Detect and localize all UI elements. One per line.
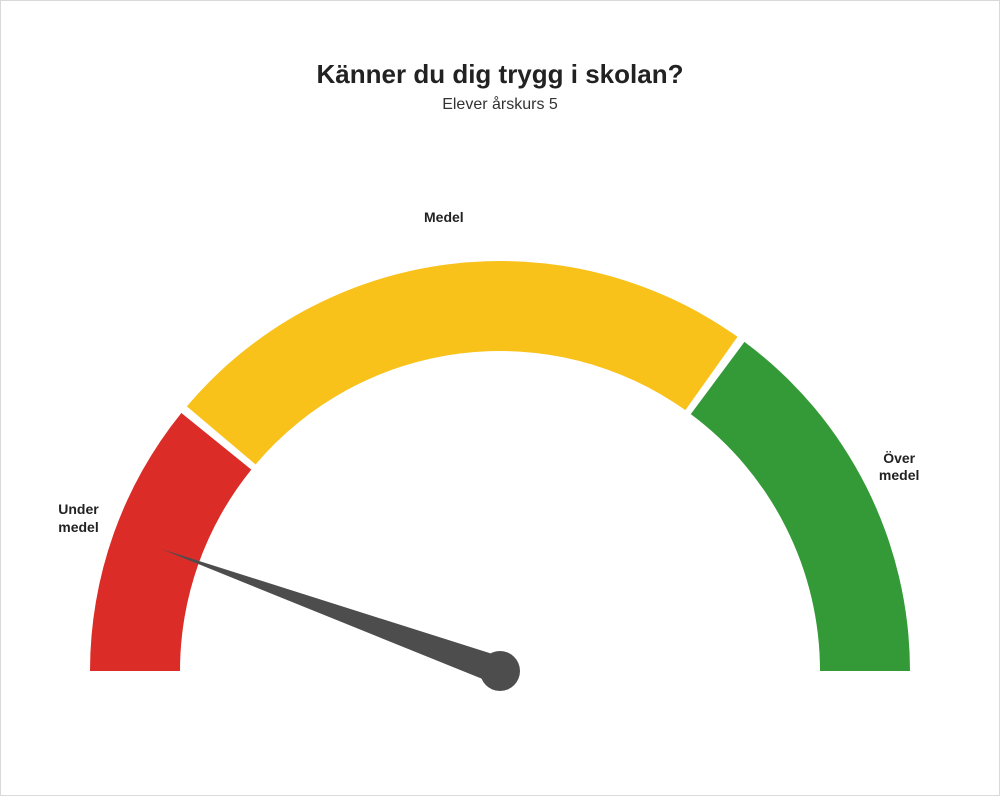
- gauge-segment: [691, 342, 910, 671]
- chart-subtitle: Elever årskurs 5: [1, 96, 999, 114]
- gauge-pivot: [480, 651, 520, 691]
- gauge-segment-label: Över medel: [859, 450, 939, 485]
- chart-frame: Känner du dig trygg i skolan? Elever års…: [0, 0, 1000, 796]
- gauge-segment-label: Under medel: [39, 501, 119, 536]
- titles: Känner du dig trygg i skolan? Elever års…: [1, 59, 999, 114]
- gauge-segment: [187, 261, 738, 464]
- gauge-segment-label: Medel: [404, 209, 484, 227]
- gauge-needle: [161, 549, 504, 684]
- gauge-segment: [90, 413, 251, 671]
- gauge-svg: [50, 171, 950, 691]
- gauge-chart: Under medelMedelÖver medel: [50, 171, 950, 696]
- chart-title: Känner du dig trygg i skolan?: [1, 59, 999, 90]
